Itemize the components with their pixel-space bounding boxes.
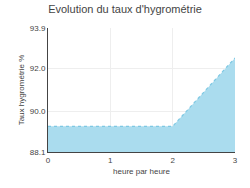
svg-text:93.9: 93.9 (30, 24, 46, 33)
svg-text:Evolution du taux d'hygrométri: Evolution du taux d'hygrométrie (48, 3, 202, 15)
svg-text:1: 1 (108, 156, 113, 165)
svg-text:0: 0 (46, 156, 51, 165)
svg-text:heure par heure: heure par heure (113, 167, 170, 176)
svg-text:92.0: 92.0 (30, 64, 46, 73)
svg-text:90.0: 90.0 (30, 107, 46, 116)
svg-text:3: 3 (233, 156, 238, 165)
svg-text:88.1: 88.1 (30, 148, 46, 157)
svg-text:Taux hygrométrie %: Taux hygrométrie % (17, 55, 26, 126)
svg-text:2: 2 (170, 156, 175, 165)
